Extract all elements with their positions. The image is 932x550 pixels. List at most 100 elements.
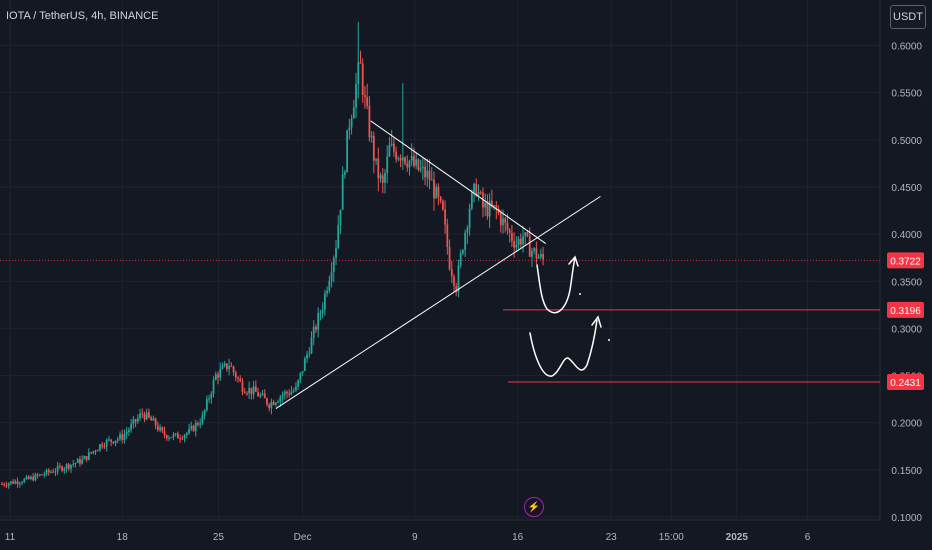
candle-body [254, 386, 257, 392]
candle-body [25, 476, 28, 479]
ascending-trendline[interactable] [275, 195, 601, 409]
candle-body [330, 272, 333, 281]
candle-body [83, 456, 86, 460]
candle-body [428, 170, 431, 180]
candle-body [266, 398, 268, 405]
descending-trendline[interactable] [370, 120, 547, 244]
candle-body [43, 474, 46, 476]
candle-body [161, 427, 164, 432]
candle-body [237, 377, 239, 379]
candle-body [148, 412, 150, 418]
candle-body [537, 256, 540, 259]
candle-body [107, 439, 110, 441]
candle-body [250, 387, 253, 395]
drawn-dot [579, 293, 581, 295]
candle-body [524, 232, 527, 237]
candle-body [96, 450, 99, 452]
candle-body [408, 160, 411, 168]
candle-body [526, 232, 529, 236]
candle-body [352, 107, 355, 119]
x-tick-label: Dec [294, 532, 312, 543]
candle-body [263, 393, 266, 399]
x-tick-label: 16 [512, 532, 524, 543]
candle-body [448, 247, 451, 270]
candle-body [205, 399, 208, 411]
candle-body [290, 391, 293, 395]
candle-body [419, 168, 422, 171]
y-tick-label: 0.1000 [891, 513, 922, 524]
candle-body [277, 401, 280, 403]
symbol-title[interactable]: IOTA / TetherUS, 4h, BINANCE [6, 10, 159, 22]
candle-body [123, 434, 126, 441]
candle-body [310, 337, 313, 354]
drawn-arrowhead[interactable] [591, 315, 602, 328]
candle-body [355, 83, 357, 108]
candle-body [315, 326, 317, 330]
candle-body [375, 158, 377, 161]
candle-body [199, 423, 202, 425]
candle-body [457, 265, 460, 292]
candle-body [479, 192, 482, 194]
candle-body [281, 394, 284, 397]
candle-body [323, 293, 326, 310]
drawn-path-w[interactable] [529, 319, 598, 377]
candle-body [192, 425, 195, 432]
candle-body [179, 438, 182, 440]
candle-body [346, 130, 349, 173]
candle-body [134, 419, 137, 422]
candle-body [99, 444, 101, 451]
candle-body [152, 418, 155, 421]
candle-body [397, 158, 400, 160]
candle-body [36, 474, 39, 476]
candle-body [18, 483, 21, 485]
candle-body [154, 418, 157, 426]
currency-button[interactable]: USDT [890, 5, 926, 29]
x-tick-label: 25 [213, 532, 225, 543]
candle-body [150, 417, 153, 421]
candle-body [404, 157, 406, 164]
candle-body [399, 158, 402, 161]
x-tick-label: 9 [412, 532, 418, 543]
candle-body [519, 238, 522, 245]
candle-body [272, 401, 275, 405]
candle-body [128, 429, 130, 432]
candle-body [475, 183, 478, 196]
candle-body [201, 415, 204, 424]
candle-body [105, 440, 108, 447]
candle-body [7, 483, 10, 486]
candle-body [130, 423, 133, 430]
drawn-arrowhead[interactable] [568, 255, 579, 267]
candle-body [232, 366, 235, 373]
candle-body [286, 391, 288, 394]
candle-body [303, 358, 306, 371]
candle-body [23, 478, 26, 483]
candle-body [217, 374, 219, 378]
drawn-path-v[interactable] [536, 257, 576, 314]
candle-body [214, 374, 217, 380]
candle-body [177, 433, 179, 439]
candle-body [455, 286, 458, 292]
candle-body [268, 404, 271, 409]
x-tick-label: 11 [5, 532, 16, 543]
y-tick-label: 0.4500 [891, 183, 922, 194]
candle-body [50, 471, 52, 473]
lightning-icon[interactable]: ⚡ [524, 497, 544, 517]
candle-body [406, 163, 409, 168]
candle-body [444, 209, 447, 225]
candle-body [16, 481, 19, 485]
candle-body [90, 452, 92, 454]
candle-body [395, 151, 398, 160]
candle-body [76, 459, 79, 463]
candle-body [417, 159, 420, 171]
candle-body [435, 186, 438, 199]
candle-body [114, 440, 117, 444]
candle-body [58, 465, 61, 467]
candle-body [297, 380, 300, 387]
candle-body [459, 253, 462, 266]
candle-body [506, 222, 509, 231]
candle-body [484, 203, 487, 208]
candle-body [364, 94, 366, 97]
